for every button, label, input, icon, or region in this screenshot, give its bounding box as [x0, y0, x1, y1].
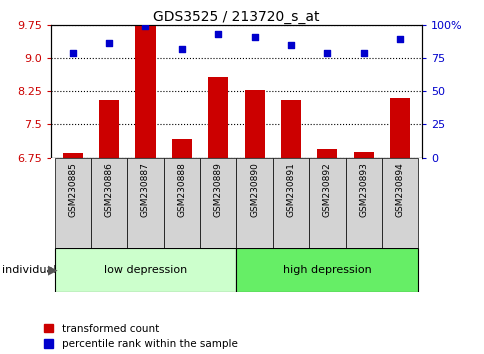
Text: low depression: low depression — [104, 265, 187, 275]
Legend: transformed count, percentile rank within the sample: transformed count, percentile rank withi… — [44, 324, 237, 349]
Bar — [280, 100, 301, 158]
Bar — [389, 98, 409, 158]
Text: GSM230885: GSM230885 — [68, 162, 77, 217]
Text: ▶: ▶ — [47, 263, 57, 276]
Bar — [272, 158, 309, 248]
Bar — [345, 158, 381, 248]
Point — [105, 40, 113, 46]
Point — [178, 46, 185, 51]
Text: GSM230892: GSM230892 — [322, 162, 331, 217]
Point — [141, 23, 149, 29]
Title: GDS3525 / 213720_s_at: GDS3525 / 213720_s_at — [153, 10, 319, 24]
Text: GSM230891: GSM230891 — [286, 162, 295, 217]
Point — [323, 50, 331, 56]
Bar — [236, 158, 272, 248]
Point — [214, 31, 222, 37]
Point — [287, 42, 294, 47]
Text: high depression: high depression — [283, 265, 371, 275]
Point — [69, 50, 76, 56]
Bar — [171, 138, 192, 158]
Text: individual: individual — [2, 265, 57, 275]
Text: GSM230888: GSM230888 — [177, 162, 186, 217]
Bar — [135, 26, 155, 158]
Text: GSM230886: GSM230886 — [105, 162, 113, 217]
Bar — [353, 152, 373, 158]
Bar — [127, 158, 164, 248]
Text: GSM230893: GSM230893 — [359, 162, 367, 217]
Bar — [309, 158, 345, 248]
Bar — [381, 158, 417, 248]
Bar — [91, 158, 127, 248]
Bar — [208, 77, 228, 158]
Bar — [62, 153, 83, 158]
Bar — [317, 149, 337, 158]
Bar — [200, 158, 236, 248]
Text: GSM230890: GSM230890 — [250, 162, 258, 217]
Text: GSM230889: GSM230889 — [213, 162, 222, 217]
Point — [395, 36, 403, 42]
Bar — [99, 100, 119, 158]
Point — [359, 50, 367, 56]
Bar — [54, 158, 91, 248]
Bar — [244, 90, 264, 158]
Text: GSM230887: GSM230887 — [141, 162, 150, 217]
Bar — [164, 158, 200, 248]
Text: GSM230894: GSM230894 — [395, 162, 404, 217]
Point — [250, 34, 258, 40]
Bar — [54, 248, 236, 292]
Bar — [236, 248, 417, 292]
